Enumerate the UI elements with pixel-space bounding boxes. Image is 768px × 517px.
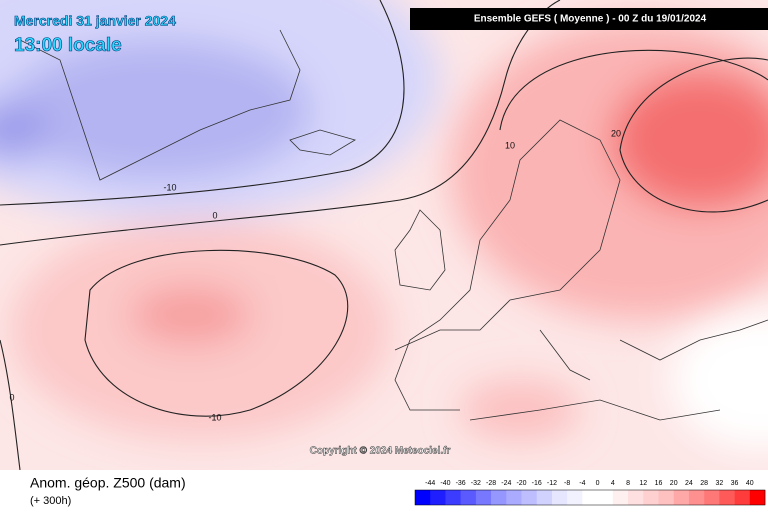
legend-tick-label: 28 <box>700 480 708 487</box>
legend-swatch <box>612 490 629 505</box>
legend-tick-label: 8 <box>626 480 630 487</box>
legend-swatch <box>673 490 690 505</box>
legend-swatch <box>415 490 431 505</box>
legend-tick-label: -36 <box>456 480 466 487</box>
legend-tick-label: 36 <box>731 480 739 487</box>
legend-swatch <box>719 490 735 505</box>
legend-tick-label: 24 <box>685 480 693 487</box>
contour-label: -10 <box>163 182 176 192</box>
legend-tick-label: 40 <box>746 480 754 487</box>
legend-swatch <box>536 490 553 505</box>
legend-swatch <box>734 490 751 505</box>
legend-tick-label: -12 <box>547 480 557 487</box>
legend-swatch <box>688 490 705 505</box>
legend-tick-label: -16 <box>532 480 542 487</box>
legend-swatch <box>491 490 507 505</box>
legend-tick-label: -28 <box>486 480 496 487</box>
legend-tick-label: 0 <box>596 480 600 487</box>
legend-swatch <box>643 490 659 505</box>
legend-swatch <box>521 490 538 505</box>
time-label: 13:00 locale <box>14 35 122 56</box>
contour-label: -10 <box>208 412 221 422</box>
contour-label: 20 <box>611 128 621 138</box>
legend-swatch <box>749 490 766 505</box>
copyright: Copyright © 2024 Meteociel.fr <box>310 446 451 457</box>
legend-tick-label: -32 <box>471 480 481 487</box>
map-field <box>0 0 768 471</box>
legend-tick-label: -4 <box>579 480 585 487</box>
legend-tick-label: 20 <box>670 480 678 487</box>
legend-tick-label: 12 <box>639 480 647 487</box>
legend-subtitle: (+ 300h) <box>30 495 71 507</box>
contour-label: 0 <box>212 210 217 220</box>
contour-label: 10 <box>505 140 515 150</box>
legend-swatch <box>445 490 461 505</box>
legend-tick-label: -20 <box>516 480 526 487</box>
run-banner <box>410 8 768 30</box>
legend-swatch <box>582 490 598 505</box>
legend-swatch <box>460 490 477 505</box>
legend-swatch <box>475 490 492 505</box>
contour-label: 0 <box>9 392 14 402</box>
legend-swatch <box>704 490 720 505</box>
legend-tick-label: -8 <box>564 480 570 487</box>
legend-swatch <box>658 490 674 505</box>
legend-swatch <box>551 490 568 505</box>
legend-tick-label: 16 <box>655 480 663 487</box>
legend-frame <box>414 489 766 506</box>
legend-tick-label: -44 <box>425 480 435 487</box>
legend-swatch <box>506 490 522 505</box>
legend-swatch <box>430 490 446 505</box>
legend-tick-label: -24 <box>501 480 511 487</box>
legend-tick-label: 4 <box>611 480 615 487</box>
legend-title: Anom. géop. Z500 (dam) <box>30 475 186 491</box>
legend-tick-label: 32 <box>715 480 723 487</box>
run-info: Ensemble GEFS ( Moyenne ) - 00 Z du 19/0… <box>474 14 707 25</box>
legend-swatch <box>628 490 644 505</box>
date-label: Mercredi 31 janvier 2024 <box>14 13 176 29</box>
legend-swatch <box>567 490 583 505</box>
legend-tick-label: -40 <box>440 480 450 487</box>
legend-swatch <box>597 490 614 505</box>
